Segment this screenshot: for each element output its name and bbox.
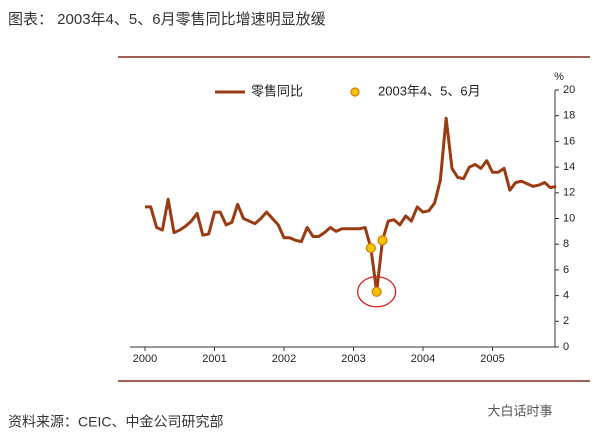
legend-swatch	[350, 87, 360, 97]
y-tick-label: 2	[563, 315, 569, 327]
y-tick-label: 12	[563, 187, 575, 199]
x-tick-label: 2003	[341, 353, 365, 365]
x-tick-label: 2002	[272, 353, 296, 365]
line	[145, 116, 557, 294]
y-tick-label: 16	[563, 135, 575, 147]
y-tick-label: 6	[563, 264, 569, 276]
x-tick-label: 2005	[480, 353, 504, 365]
x-tick-label: 2000	[133, 353, 157, 365]
y-tick-label: 20	[563, 84, 575, 96]
y-tick-label: 0	[563, 341, 569, 353]
y-tick-label: 8	[563, 238, 569, 250]
legend-label: 2003年4、5、6月	[378, 83, 481, 98]
highlight-ring	[356, 276, 397, 308]
point	[377, 235, 388, 246]
y-unit: %	[554, 71, 564, 83]
y-tick-label: 14	[563, 161, 575, 173]
source: 资料来源：CEIC、中金公司研究部	[8, 414, 223, 430]
x-tick-label: 2001	[202, 353, 226, 365]
y-tick-label: 4	[563, 290, 569, 302]
legend-label: 零售同比	[251, 83, 303, 98]
x-tick-label: 2004	[411, 353, 435, 365]
watermark: 大白话时事	[487, 403, 552, 418]
chart-title: 图表： 2003年4、5、6月零售同比增速明显放缓	[8, 11, 326, 28]
y-tick-label: 18	[563, 110, 575, 122]
y-tick-label: 10	[563, 212, 575, 224]
point	[365, 242, 376, 254]
point	[371, 286, 382, 297]
